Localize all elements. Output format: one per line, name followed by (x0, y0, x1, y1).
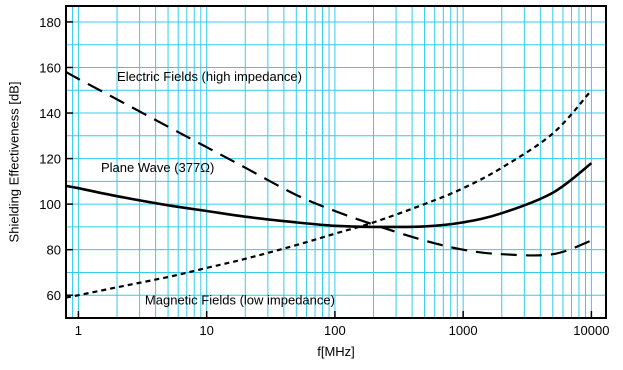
plot-frame (65, 5, 607, 319)
y-tick-label: 80 (47, 243, 61, 258)
series-line-1 (65, 162, 593, 229)
x-tick-label: 1 (75, 323, 82, 338)
x-tick-label: 10 (199, 323, 213, 338)
series-layer (65, 71, 593, 299)
y-tick-label: 120 (39, 152, 61, 167)
y-tick-label: 160 (39, 60, 61, 75)
x-tick-label: 100 (324, 323, 346, 338)
x-axis-label: f[MHz] (317, 344, 355, 359)
annotation-1: Plane Wave (377Ω) (101, 160, 214, 175)
annotation-2: Magnetic Fields (low impedance) (145, 292, 335, 307)
annotations: Electric Fields (high impedance) Plane Wa… (101, 69, 335, 307)
grid (65, 6, 606, 318)
y-tick-label: 60 (47, 288, 61, 303)
x-tick-label: 1000 (449, 323, 478, 338)
series-line-2 (65, 89, 593, 299)
ticks: 1 10 100 1000 10000 60 80 100 120 140 160 180 (39, 15, 609, 338)
series-line-0 (65, 71, 592, 257)
y-tick-label: 180 (39, 15, 61, 30)
y-tick-label: 140 (39, 106, 61, 121)
x-tick-label: 10000 (573, 323, 609, 338)
y-axis-label: Shielding Effectiveness [dB] (6, 82, 21, 243)
y-tick-label: 100 (39, 197, 61, 212)
annotation-0: Electric Fields (high impedance) (117, 69, 302, 84)
